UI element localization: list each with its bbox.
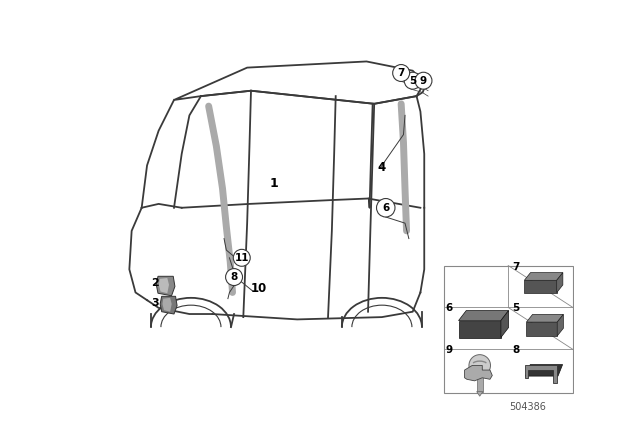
Text: 504386: 504386 bbox=[509, 402, 546, 412]
Bar bbox=[458, 321, 501, 337]
Polygon shape bbox=[501, 310, 509, 337]
Text: 3: 3 bbox=[151, 298, 159, 308]
Polygon shape bbox=[160, 296, 177, 314]
Polygon shape bbox=[525, 365, 563, 376]
Bar bbox=[527, 322, 557, 336]
Polygon shape bbox=[527, 314, 563, 322]
Text: 7: 7 bbox=[512, 262, 520, 272]
Text: 6: 6 bbox=[446, 303, 453, 313]
Circle shape bbox=[225, 269, 243, 285]
Polygon shape bbox=[557, 273, 563, 293]
Text: 6: 6 bbox=[382, 203, 389, 213]
Text: 8: 8 bbox=[512, 345, 520, 355]
Polygon shape bbox=[557, 314, 563, 336]
Polygon shape bbox=[525, 366, 557, 383]
Text: 2: 2 bbox=[151, 278, 159, 288]
Circle shape bbox=[404, 72, 421, 89]
Circle shape bbox=[234, 250, 250, 266]
Polygon shape bbox=[524, 273, 563, 280]
Text: 10: 10 bbox=[251, 282, 267, 295]
Text: 1: 1 bbox=[269, 177, 278, 190]
Circle shape bbox=[376, 198, 395, 217]
Circle shape bbox=[415, 72, 432, 89]
Text: 5: 5 bbox=[512, 303, 520, 313]
Polygon shape bbox=[465, 366, 492, 381]
Text: 11: 11 bbox=[234, 253, 249, 263]
Circle shape bbox=[393, 65, 410, 82]
Bar bbox=[524, 280, 557, 293]
Text: 4: 4 bbox=[378, 161, 386, 174]
Polygon shape bbox=[458, 310, 509, 321]
Polygon shape bbox=[159, 278, 169, 293]
Text: 7: 7 bbox=[397, 68, 405, 78]
Bar bbox=[444, 266, 573, 392]
Text: 5: 5 bbox=[409, 76, 417, 86]
Text: 9: 9 bbox=[420, 76, 427, 86]
Text: 9: 9 bbox=[446, 345, 453, 355]
Polygon shape bbox=[156, 276, 175, 296]
Circle shape bbox=[469, 355, 490, 376]
Polygon shape bbox=[163, 298, 172, 312]
Text: 8: 8 bbox=[230, 272, 237, 282]
Bar bbox=[477, 376, 483, 392]
Polygon shape bbox=[477, 392, 483, 396]
